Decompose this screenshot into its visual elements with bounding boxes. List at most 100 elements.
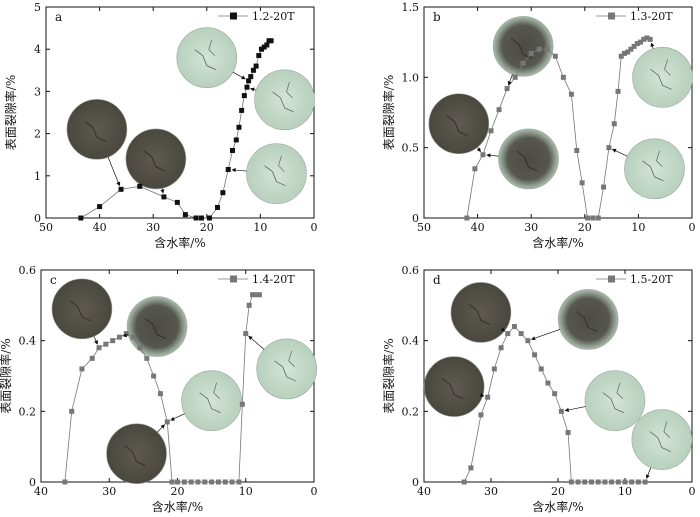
data-point	[615, 479, 621, 485]
series-line	[466, 37, 651, 219]
data-point	[634, 41, 640, 47]
crack-line	[650, 69, 672, 90]
annotation-arrow	[157, 424, 165, 433]
specimen-photo	[256, 338, 318, 400]
data-point	[193, 215, 199, 221]
x-tick-label: 50	[417, 221, 431, 234]
data-point	[602, 479, 608, 485]
data-point	[568, 91, 574, 97]
annotation-arrow	[650, 42, 655, 49]
data-point	[164, 419, 170, 425]
x-tick-label: 50	[39, 221, 53, 234]
data-point	[261, 44, 267, 50]
panel-label: d	[433, 273, 441, 287]
crack-line	[642, 160, 664, 182]
crack-line	[664, 59, 671, 76]
data-point	[79, 366, 85, 372]
crack-line	[656, 150, 663, 168]
x-tick-label: 20	[578, 221, 592, 234]
annotation-arrow	[231, 168, 247, 173]
data-point	[622, 479, 628, 485]
data-point	[202, 479, 208, 485]
data-point	[552, 53, 558, 59]
crack-line	[288, 350, 295, 368]
legend-label: 1.5-20T	[630, 273, 673, 286]
x-tick-label: 20	[171, 485, 185, 498]
data-point	[137, 345, 143, 351]
annotation-arrow	[250, 87, 257, 92]
y-tick-label: 0	[29, 476, 36, 489]
legend-marker	[230, 12, 237, 20]
data-point	[258, 46, 264, 52]
data-point	[151, 373, 157, 379]
data-point	[256, 292, 262, 298]
data-point	[504, 86, 510, 92]
crack-line	[616, 382, 624, 399]
data-point	[220, 190, 226, 196]
panel-label: c	[50, 273, 57, 287]
x-tick-label: 40	[93, 221, 107, 234]
annotation-arrow	[611, 148, 628, 157]
crack-line	[69, 300, 92, 322]
legend-marker	[230, 275, 237, 283]
data-point	[488, 128, 494, 134]
annotation-arrow	[476, 147, 481, 153]
data-point	[169, 479, 175, 485]
data-point	[528, 50, 534, 56]
specimen-photo	[176, 27, 238, 88]
data-point	[641, 36, 647, 42]
panel-label: a	[55, 10, 62, 24]
data-point	[618, 53, 624, 59]
crack-line	[264, 165, 286, 187]
data-point	[512, 74, 518, 80]
crack-line	[274, 360, 296, 382]
legend-label: 1.3-20T	[630, 10, 673, 23]
specimen-photo	[450, 282, 512, 343]
data-point	[97, 204, 103, 210]
data-point	[565, 430, 571, 436]
data-point	[250, 292, 256, 298]
specimen-photo	[181, 370, 242, 432]
crack-line	[144, 318, 167, 339]
data-point	[206, 215, 212, 221]
crack-line	[84, 121, 107, 142]
data-point	[256, 53, 262, 59]
data-point	[144, 355, 150, 361]
data-point	[601, 184, 607, 190]
data-point	[582, 479, 588, 485]
data-point	[621, 50, 627, 56]
data-point	[590, 215, 596, 221]
data-point	[560, 74, 566, 80]
x-tick-label: 40	[34, 485, 48, 498]
annotation-arrow	[248, 335, 265, 350]
data-point	[248, 74, 254, 80]
x-axis-label: 含水率/%	[154, 235, 205, 250]
crack-line	[649, 431, 672, 452]
x-tick-label: 0	[311, 221, 318, 234]
y-tick-label: 0.6	[19, 264, 37, 277]
crack-line	[602, 392, 625, 414]
y-tick-label: 1.5	[402, 1, 420, 14]
x-tick-label: 30	[102, 485, 116, 498]
crack-line	[516, 150, 538, 172]
data-point	[485, 394, 491, 400]
specimen-photo	[557, 289, 619, 350]
data-point	[525, 338, 531, 344]
x-tick-label: 20	[200, 221, 214, 234]
data-point	[103, 341, 109, 347]
crack-line	[194, 49, 216, 71]
y-tick-label: 0.6	[402, 264, 420, 277]
chart-panel-c: 40 30 20 10 0 0 0.2 0.4 0.6 含水率/% 表面裂隙率/% c 1.4-20T	[0, 264, 318, 514]
data-point	[246, 78, 252, 84]
data-point	[230, 147, 236, 153]
data-point	[264, 42, 270, 48]
data-point	[611, 121, 617, 127]
data-point	[642, 479, 648, 485]
data-point	[268, 38, 274, 44]
data-point	[130, 334, 136, 340]
panel-label: b	[433, 10, 441, 24]
annotation-arrow	[232, 71, 246, 80]
x-tick-label: 10	[631, 221, 645, 234]
specimen-photo	[632, 47, 693, 108]
specimen-photo	[254, 69, 315, 131]
